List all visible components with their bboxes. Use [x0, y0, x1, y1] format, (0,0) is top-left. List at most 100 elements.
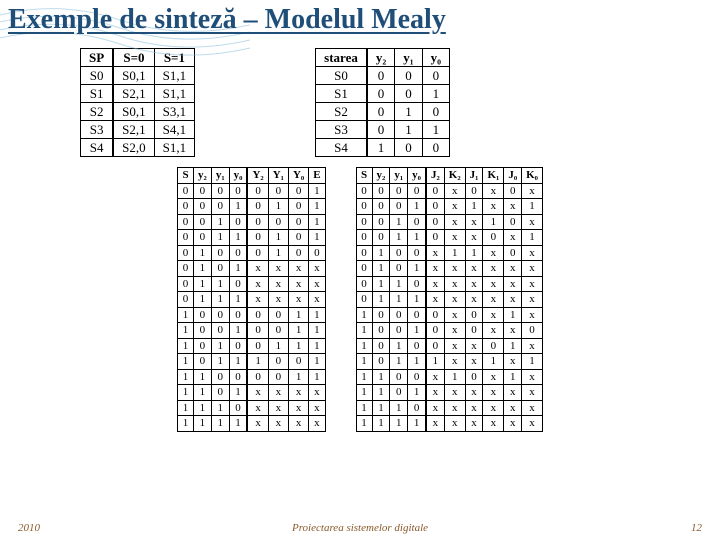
data-cell: 1 [372, 292, 390, 308]
data-cell: 1 [211, 338, 229, 354]
data-cell: 0 [356, 276, 372, 292]
truth-table-d: Sy₂y₁y₀Y₂Y₁Y₀E00000001000101010010000100… [177, 167, 326, 432]
header-cell: Y₂ [247, 168, 268, 184]
data-cell: 0 [504, 245, 522, 261]
data-cell: x [426, 245, 444, 261]
data-cell: 1 [211, 400, 229, 416]
data-cell: 0 [194, 338, 212, 354]
data-cell: x [504, 416, 522, 432]
data-cell: 1 [178, 385, 194, 401]
data-cell: S4,1 [154, 121, 194, 139]
data-cell: x [465, 292, 483, 308]
data-cell: x [465, 214, 483, 230]
data-cell: S4 [316, 139, 367, 157]
data-cell: 1 [390, 338, 408, 354]
header-cell: K₁ [483, 168, 504, 184]
data-cell: 0 [309, 245, 325, 261]
data-cell: x [268, 292, 288, 308]
data-cell: 0 [247, 307, 268, 323]
footer-year: 2010 [18, 522, 40, 534]
data-cell: x [522, 307, 543, 323]
data-cell: 0 [390, 261, 408, 277]
data-cell: 0 [504, 214, 522, 230]
data-cell: 1 [194, 276, 212, 292]
data-cell: 0 [268, 354, 288, 370]
data-cell: 0 [211, 323, 229, 339]
data-cell: 0 [194, 323, 212, 339]
header-cell: y₂ [372, 168, 390, 184]
data-cell: 0 [194, 199, 212, 215]
header-cell: Y₀ [288, 168, 308, 184]
data-cell: 1 [395, 121, 422, 139]
data-cell: x [504, 385, 522, 401]
data-cell: x [522, 385, 543, 401]
footer-title: Proiectarea sistemelor digitale [292, 522, 428, 534]
truth-table-jk: Sy₂y₁y₀J₂K₂J₁K₁J₀K₀00000x0x0x00010x1xx10… [356, 167, 543, 432]
data-cell: 1 [356, 354, 372, 370]
data-cell: 0 [426, 307, 444, 323]
data-cell: x [483, 276, 504, 292]
data-cell: 0 [229, 338, 247, 354]
data-cell: 1 [309, 199, 325, 215]
data-cell: 1 [390, 400, 408, 416]
data-cell: 0 [426, 230, 444, 246]
data-cell: 0 [356, 199, 372, 215]
data-cell: 1 [309, 230, 325, 246]
header-cell: S [178, 168, 194, 184]
data-cell: x [247, 400, 268, 416]
header-cell: K₀ [522, 168, 543, 184]
data-cell: 1 [483, 214, 504, 230]
data-cell: S2,0 [113, 139, 154, 157]
data-cell: S2 [316, 103, 367, 121]
data-cell: 1 [211, 230, 229, 246]
data-cell: 1 [422, 85, 449, 103]
data-cell: 0 [465, 323, 483, 339]
data-cell: x [444, 276, 465, 292]
data-cell: S1,1 [154, 67, 194, 85]
data-cell: x [504, 292, 522, 308]
data-cell: 0 [247, 338, 268, 354]
data-cell: 0 [247, 230, 268, 246]
data-cell: x [247, 292, 268, 308]
data-cell: 0 [247, 369, 268, 385]
data-cell: x [268, 261, 288, 277]
header-cell: J₂ [426, 168, 444, 184]
data-cell: x [268, 276, 288, 292]
data-cell: 0 [178, 199, 194, 215]
data-cell: x [504, 230, 522, 246]
header-cell: y₁ [211, 168, 229, 184]
data-cell: x [288, 416, 308, 432]
data-cell: 1 [247, 354, 268, 370]
data-cell: 1 [522, 199, 543, 215]
data-cell: x [268, 400, 288, 416]
data-cell: 0 [211, 385, 229, 401]
data-cell: 1 [309, 323, 325, 339]
data-cell: 0 [229, 214, 247, 230]
data-cell: 1 [372, 261, 390, 277]
data-cell: x [444, 214, 465, 230]
data-cell: 1 [390, 230, 408, 246]
data-cell: 0 [356, 230, 372, 246]
data-cell: 1 [229, 292, 247, 308]
data-cell: 1 [194, 416, 212, 432]
data-cell: S1 [316, 85, 367, 103]
data-cell: x [465, 276, 483, 292]
data-cell: 0 [194, 183, 212, 199]
header-cell: E [309, 168, 325, 184]
data-cell: S0 [316, 67, 367, 85]
data-cell: 0 [390, 307, 408, 323]
data-cell: 1 [211, 276, 229, 292]
data-cell: x [465, 385, 483, 401]
data-cell: 0 [229, 245, 247, 261]
data-cell: 0 [178, 292, 194, 308]
data-cell: 1 [211, 292, 229, 308]
data-cell: 0 [372, 199, 390, 215]
data-cell: 1 [408, 385, 426, 401]
data-cell: 1 [309, 183, 325, 199]
data-cell: 0 [247, 183, 268, 199]
data-cell: x [426, 385, 444, 401]
data-cell: 0 [288, 230, 308, 246]
data-cell: 1 [309, 354, 325, 370]
data-cell: 0 [356, 183, 372, 199]
header-cell: S [356, 168, 372, 184]
